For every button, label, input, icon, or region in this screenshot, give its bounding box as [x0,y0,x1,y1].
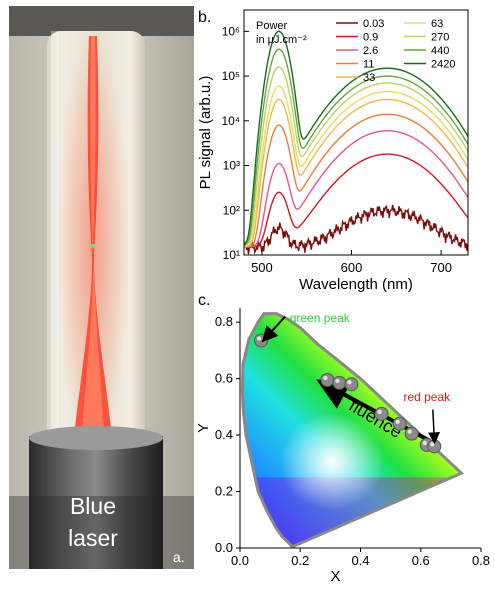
spectrum-line-270 [243,66,469,247]
spectrum-line-0_03 [243,204,469,255]
chromaticity-point-highlight [430,442,435,447]
spectrum-line-440 [243,48,469,246]
spectrum-line-11 [243,113,469,248]
y-tick-label: 0.4 [215,427,233,442]
red-peak-label: red peak [403,390,451,404]
x-tick-label: 0.8 [472,553,490,568]
green-peak-pointer [261,315,286,343]
x-tick-label: 0.6 [412,553,430,568]
y-tick-label: 10² [223,203,240,217]
pl-spectra-chart: b. 500 600 700 10¹ 10² 10³ 10⁴ 10⁵ 10⁶ Wavelength… [197,9,469,292]
legend-label: 33 [363,72,375,84]
chromaticity-point-highlight [256,336,262,341]
legend-label: 0.9 [363,32,378,44]
chromaticity-point-highlight [395,419,400,424]
spectrum-line-0_9 [244,153,469,248]
legend-label: 440 [431,45,449,57]
chromaticity-point [427,439,442,454]
x-axis-title: X [330,568,340,585]
chromaticity-point-highlight [323,375,328,381]
chromaticity-point-highlight [407,429,412,434]
legend-label: 0.03 [363,18,384,30]
x-tick-label: 700 [430,260,452,275]
cie-chromaticity-chart: c. 0.0 0.2 0.4 0.6 0.80.00.20.40.60.8XY fluen… [196,292,490,585]
laser-cuvette-photo: Blue laser a. [9,6,194,569]
chromaticity-point [404,426,419,441]
spectrum-line-63 [243,85,469,247]
y-tick-label: 10¹ [223,248,240,262]
y-axis-title: PL signal (arb.u.) [197,76,214,190]
spectrum-line-2420 [243,30,469,245]
y-tick-label: 0.2 [215,484,233,499]
x-axis-title: Wavelength (nm) [299,276,413,292]
legend-label: 2.6 [363,45,378,57]
x-tick-label: 0.4 [351,553,369,568]
x-tick-label: 0.0 [231,553,249,568]
legend-label: 2420 [431,59,455,71]
chromaticity-point [332,375,347,390]
chromaticity-point [374,406,389,421]
panel-label-b: b. [198,9,211,26]
photo-caption-line1: Blue [70,493,116,519]
x-tick-label: 0.2 [291,553,309,568]
legend-title-line1: Power [256,20,288,32]
x-tick-label: 500 [251,260,273,275]
panel-label-c: c. [198,292,210,309]
panel-label-a: a. [173,549,185,565]
cie-white-point-glow [264,384,415,525]
legend-title-line2: in µJ.cm⁻² [256,34,307,46]
chromaticity-point [320,373,335,387]
chromaticity-point-highlight [335,378,340,384]
photo-caption-line2: laser [68,525,118,551]
y-tick-label: 0.0 [215,540,233,555]
y-axis-title: Y [196,423,212,433]
y-tick-label: 0.8 [215,314,233,329]
legend-label: 11 [363,59,374,71]
green-peak-label: green peak [290,311,351,325]
spectrum-line-33 [243,98,469,248]
plot-b-frame [243,9,469,256]
chromaticity-point [344,377,359,392]
y-tick-label: 10⁴ [221,114,240,128]
chromaticity-point [392,416,407,431]
y-tick-label: 10⁶ [222,24,240,38]
y-tick-label: 0.6 [215,371,233,386]
cie-color-fill [242,313,462,547]
legend-label: 63 [431,18,443,30]
red-peak-pointer [428,409,440,445]
chromaticity-point [254,333,269,348]
spectrum-line-2_6 [244,130,469,248]
x-tick-label: 600 [341,260,363,275]
chromaticity-point-highlight [377,409,382,415]
legend-label: 270 [431,32,449,44]
chromaticity-point-highlight [347,380,352,385]
y-tick-label: 10³ [223,159,240,173]
y-tick-label: 10⁵ [222,69,240,83]
chromaticity-point-highlight [422,440,427,446]
